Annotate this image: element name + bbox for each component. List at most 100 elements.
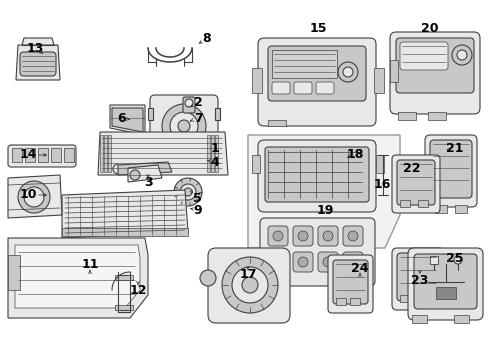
Polygon shape [8, 238, 148, 318]
FancyBboxPatch shape [408, 248, 483, 320]
Text: 24: 24 [351, 261, 369, 274]
Text: 1: 1 [211, 141, 220, 154]
Circle shape [232, 267, 268, 303]
Bar [158, 150, 176, 156]
Circle shape [457, 50, 467, 60]
Circle shape [298, 257, 308, 267]
FancyBboxPatch shape [272, 82, 290, 94]
Bar [8, 255, 20, 290]
Polygon shape [8, 175, 62, 218]
Bar [12, 148, 22, 162]
Polygon shape [128, 165, 162, 182]
FancyBboxPatch shape [208, 248, 290, 323]
Bar [336, 298, 346, 305]
FancyBboxPatch shape [293, 252, 313, 272]
Circle shape [323, 231, 333, 241]
Circle shape [273, 231, 283, 241]
Text: 6: 6 [118, 112, 126, 125]
FancyBboxPatch shape [268, 46, 366, 101]
FancyBboxPatch shape [390, 32, 480, 114]
Circle shape [452, 45, 472, 65]
FancyBboxPatch shape [328, 255, 373, 313]
Circle shape [200, 270, 216, 286]
FancyBboxPatch shape [343, 252, 363, 272]
Polygon shape [62, 190, 188, 238]
Text: 3: 3 [144, 176, 152, 189]
Bar [400, 200, 410, 207]
Text: 10: 10 [19, 189, 37, 202]
Circle shape [343, 67, 353, 77]
Circle shape [162, 104, 206, 148]
Bar [412, 315, 427, 323]
Circle shape [273, 257, 283, 267]
Bar [272, 50, 337, 78]
Circle shape [184, 188, 192, 196]
FancyBboxPatch shape [150, 95, 218, 157]
Bar [390, 60, 398, 82]
Bar [268, 120, 286, 126]
FancyBboxPatch shape [268, 226, 288, 246]
FancyBboxPatch shape [183, 97, 195, 113]
Text: 21: 21 [446, 141, 464, 154]
FancyBboxPatch shape [414, 254, 477, 309]
Text: 9: 9 [194, 203, 202, 216]
Bar [108, 135, 111, 172]
Bar [207, 135, 210, 172]
FancyBboxPatch shape [294, 82, 312, 94]
FancyBboxPatch shape [293, 226, 313, 246]
Text: 15: 15 [309, 22, 327, 35]
FancyBboxPatch shape [430, 140, 472, 198]
Polygon shape [112, 108, 143, 132]
Bar [115, 305, 133, 310]
FancyBboxPatch shape [8, 145, 76, 167]
Text: 22: 22 [403, 162, 421, 175]
FancyBboxPatch shape [425, 135, 477, 207]
Bar [25, 148, 35, 162]
Circle shape [222, 257, 278, 313]
Bar [455, 205, 467, 213]
Circle shape [338, 62, 358, 82]
Bar [100, 135, 103, 172]
Circle shape [242, 277, 258, 293]
Circle shape [18, 181, 50, 213]
Polygon shape [118, 162, 172, 175]
FancyBboxPatch shape [333, 260, 368, 304]
FancyBboxPatch shape [316, 82, 334, 94]
Bar [430, 256, 438, 264]
Circle shape [185, 99, 193, 107]
Bar [418, 200, 428, 207]
Bar [215, 135, 218, 172]
FancyBboxPatch shape [258, 140, 376, 212]
Bar [374, 68, 384, 93]
Text: 7: 7 [194, 112, 202, 125]
Bar [211, 135, 214, 172]
Text: 16: 16 [373, 179, 391, 192]
FancyBboxPatch shape [265, 147, 369, 202]
Bar [398, 112, 416, 120]
FancyBboxPatch shape [343, 226, 363, 246]
Bar [350, 298, 360, 305]
FancyBboxPatch shape [318, 226, 338, 246]
Circle shape [130, 170, 140, 180]
FancyBboxPatch shape [258, 38, 376, 126]
Text: 19: 19 [317, 203, 334, 216]
FancyBboxPatch shape [400, 42, 448, 70]
Text: 17: 17 [239, 269, 257, 282]
Circle shape [24, 187, 44, 207]
Bar [420, 295, 430, 302]
Bar [376, 155, 384, 173]
Polygon shape [248, 135, 400, 248]
Bar [62, 228, 188, 236]
Bar [148, 108, 153, 120]
Bar [38, 148, 48, 162]
Bar [185, 150, 203, 156]
Bar [215, 108, 220, 120]
Text: 2: 2 [194, 96, 202, 109]
Circle shape [348, 231, 358, 241]
Bar [436, 287, 456, 299]
Bar [428, 112, 446, 120]
FancyBboxPatch shape [397, 253, 439, 301]
FancyBboxPatch shape [392, 155, 440, 213]
Bar [400, 295, 410, 302]
Bar [51, 148, 61, 162]
